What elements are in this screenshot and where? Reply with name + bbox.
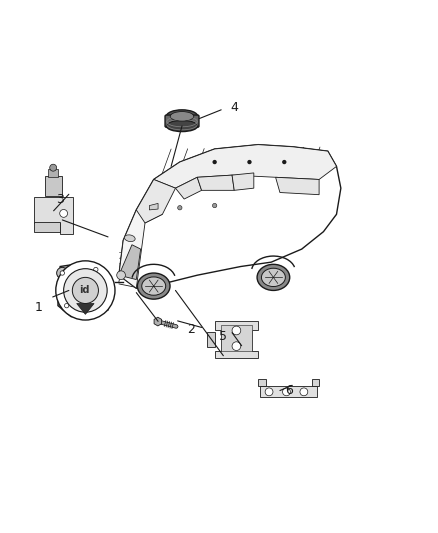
Polygon shape bbox=[34, 222, 60, 232]
Polygon shape bbox=[58, 262, 110, 317]
Ellipse shape bbox=[166, 120, 198, 132]
Circle shape bbox=[117, 271, 125, 279]
Circle shape bbox=[212, 204, 217, 208]
Polygon shape bbox=[260, 386, 317, 397]
Circle shape bbox=[94, 268, 98, 272]
Polygon shape bbox=[232, 173, 254, 190]
Circle shape bbox=[60, 271, 64, 275]
Circle shape bbox=[57, 268, 68, 279]
Ellipse shape bbox=[257, 264, 290, 290]
Ellipse shape bbox=[166, 110, 198, 123]
Text: 6: 6 bbox=[285, 384, 293, 397]
Circle shape bbox=[64, 303, 69, 308]
Ellipse shape bbox=[142, 277, 166, 295]
Polygon shape bbox=[215, 321, 258, 358]
Polygon shape bbox=[221, 325, 252, 351]
Polygon shape bbox=[34, 197, 73, 234]
Circle shape bbox=[49, 164, 57, 171]
Circle shape bbox=[64, 269, 107, 312]
Circle shape bbox=[282, 160, 286, 164]
Text: 1: 1 bbox=[35, 301, 42, 314]
Polygon shape bbox=[149, 204, 158, 210]
Ellipse shape bbox=[124, 235, 135, 241]
Circle shape bbox=[232, 342, 241, 351]
Polygon shape bbox=[276, 177, 319, 195]
Text: 5: 5 bbox=[219, 329, 227, 343]
Polygon shape bbox=[119, 245, 141, 279]
Circle shape bbox=[265, 388, 273, 396]
Circle shape bbox=[72, 277, 99, 303]
Circle shape bbox=[247, 160, 252, 164]
Polygon shape bbox=[258, 379, 265, 386]
Polygon shape bbox=[119, 210, 162, 288]
Ellipse shape bbox=[138, 273, 170, 299]
Polygon shape bbox=[77, 303, 94, 314]
Polygon shape bbox=[197, 175, 234, 190]
FancyBboxPatch shape bbox=[45, 176, 62, 196]
Circle shape bbox=[56, 261, 115, 320]
Ellipse shape bbox=[261, 268, 286, 287]
Circle shape bbox=[90, 264, 102, 275]
Circle shape bbox=[283, 388, 290, 396]
Circle shape bbox=[232, 326, 241, 335]
Circle shape bbox=[178, 206, 182, 210]
Text: 2: 2 bbox=[187, 323, 194, 336]
Polygon shape bbox=[176, 177, 201, 199]
Polygon shape bbox=[154, 144, 336, 188]
Ellipse shape bbox=[170, 111, 194, 121]
Circle shape bbox=[61, 300, 72, 311]
Text: id: id bbox=[79, 286, 89, 295]
Polygon shape bbox=[207, 332, 215, 347]
Text: 3: 3 bbox=[56, 192, 64, 206]
Polygon shape bbox=[136, 180, 176, 223]
Polygon shape bbox=[312, 379, 319, 386]
Polygon shape bbox=[119, 144, 341, 288]
Polygon shape bbox=[154, 317, 162, 326]
Circle shape bbox=[60, 209, 67, 217]
Text: 4: 4 bbox=[230, 101, 238, 114]
Circle shape bbox=[300, 388, 308, 396]
Circle shape bbox=[212, 160, 217, 164]
FancyBboxPatch shape bbox=[48, 169, 58, 177]
FancyBboxPatch shape bbox=[165, 115, 199, 127]
